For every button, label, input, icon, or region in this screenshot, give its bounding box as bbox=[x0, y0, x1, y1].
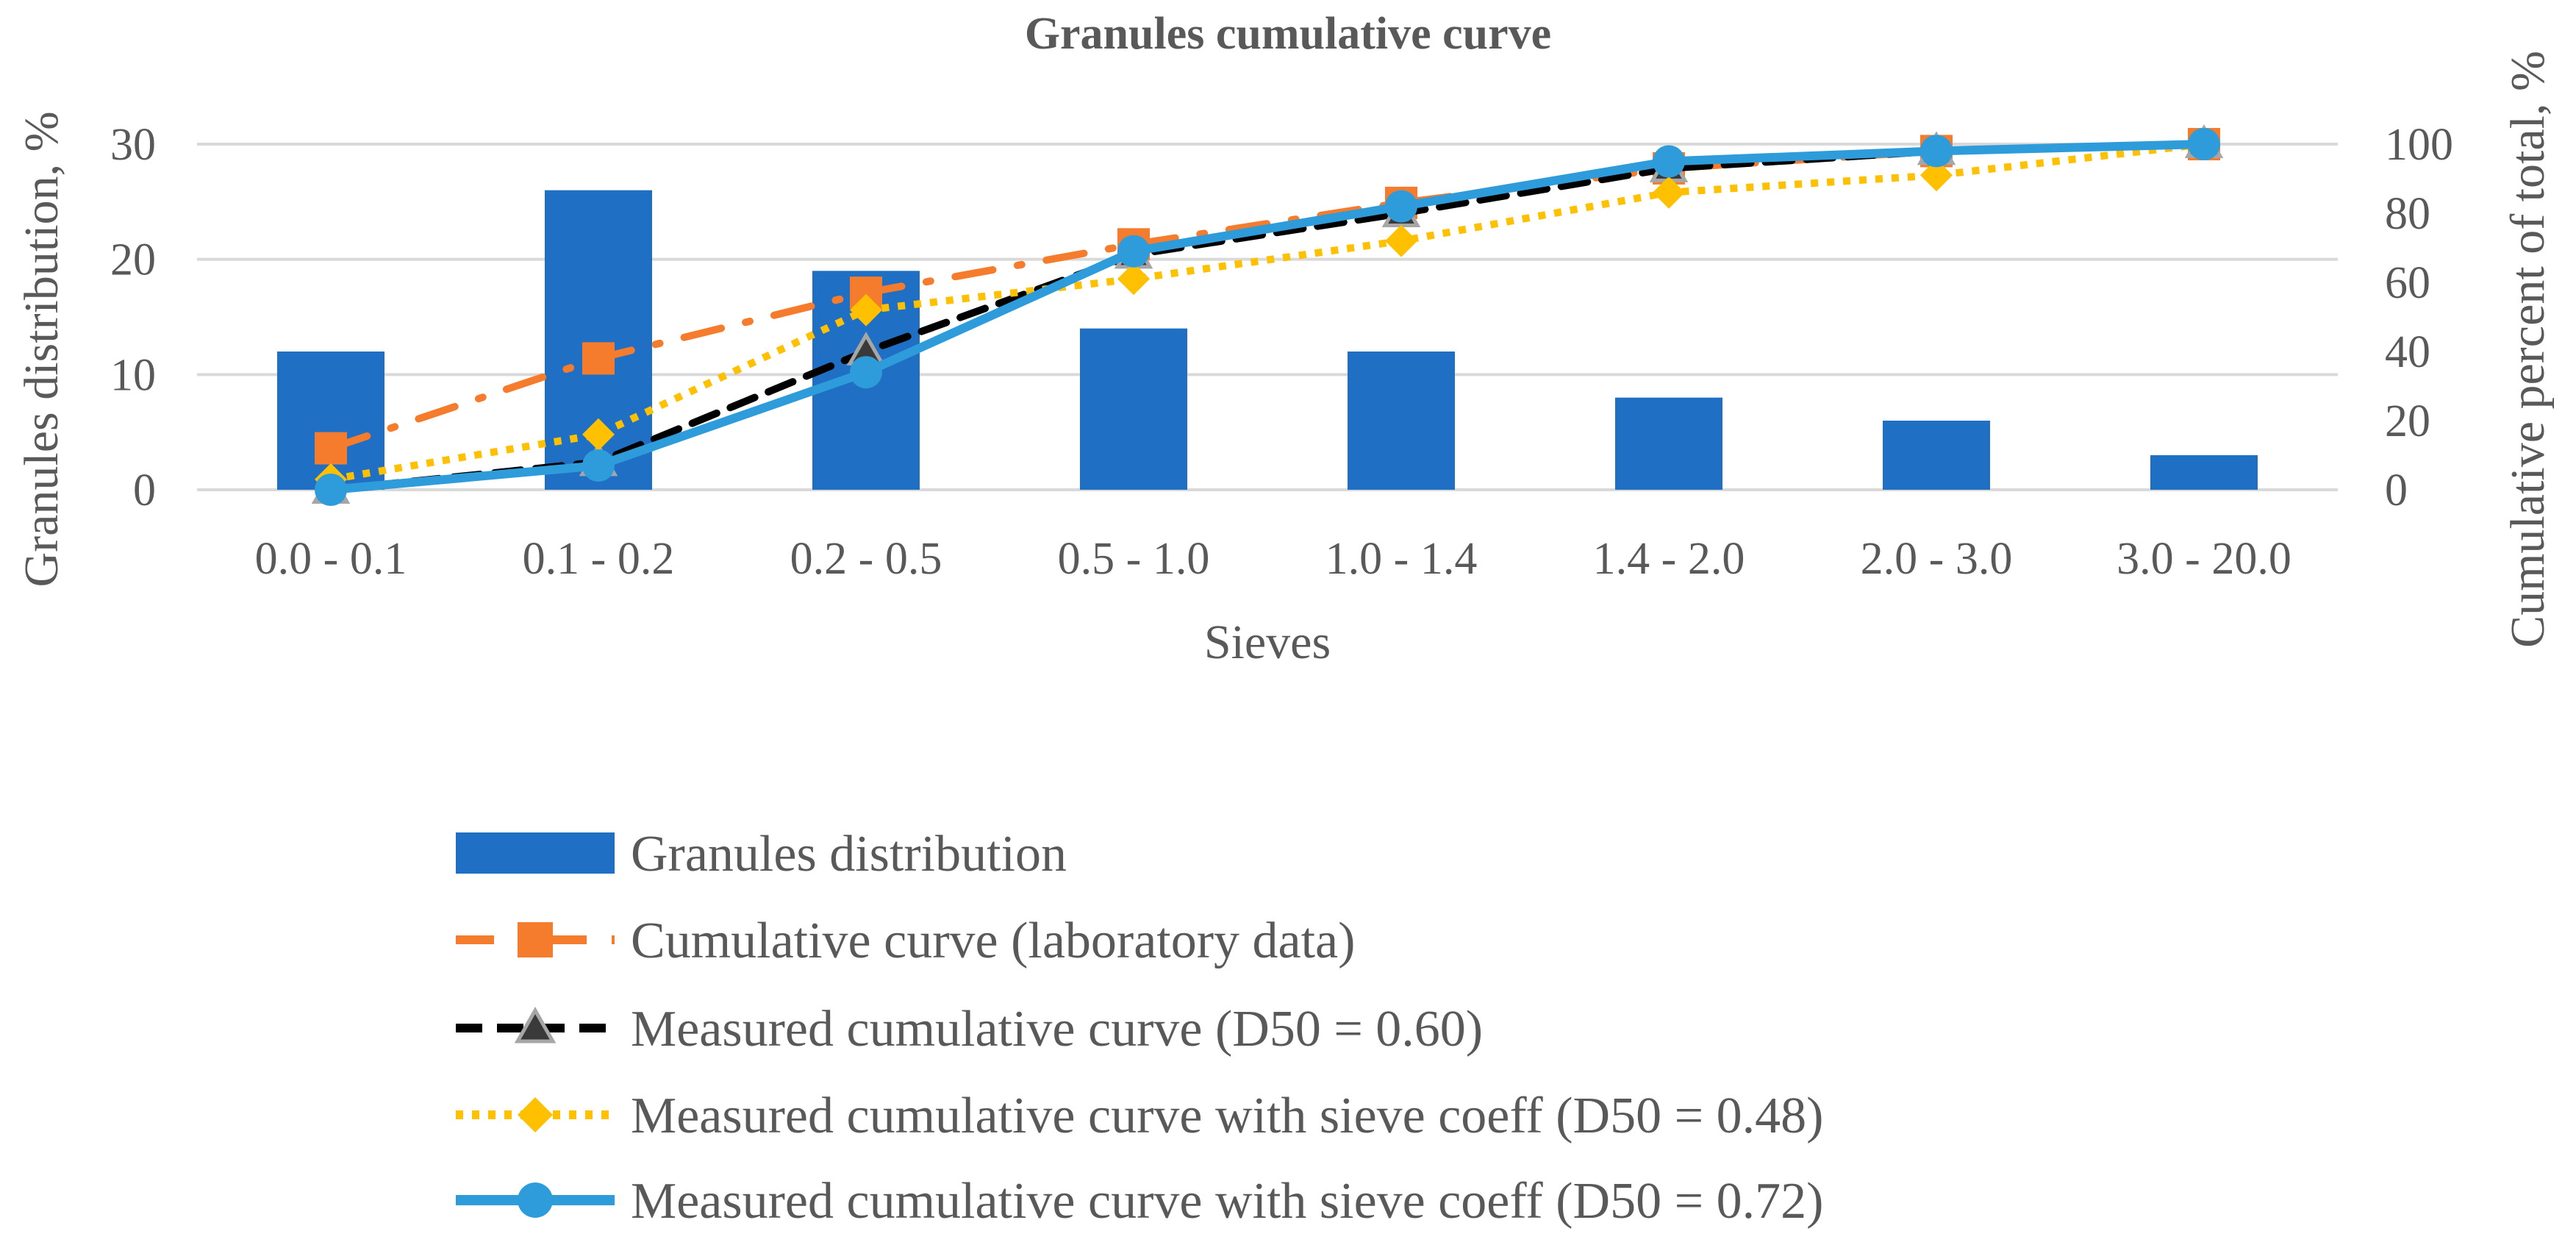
bar-series bbox=[277, 190, 2258, 490]
y-axis-right-title: Cumulative percent of total, % bbox=[2501, 51, 2555, 648]
y-left-tick-label: 20 bbox=[110, 235, 156, 285]
marker-diamond bbox=[518, 1097, 553, 1132]
bar bbox=[2150, 455, 2258, 490]
marker-circle bbox=[315, 474, 347, 506]
marker-circle bbox=[1385, 190, 1417, 223]
marker-circle bbox=[1653, 145, 1685, 178]
marker-circle bbox=[2188, 128, 2220, 160]
marker-circle bbox=[850, 356, 882, 389]
marker-diamond bbox=[1653, 176, 1685, 209]
x-tick-label: 0.2 - 0.5 bbox=[790, 534, 942, 584]
marker-square bbox=[582, 342, 615, 375]
legend-label: Cumulative curve (laboratory data) bbox=[631, 913, 1355, 969]
marker-diamond bbox=[1385, 224, 1417, 257]
series-line bbox=[330, 140, 2205, 483]
marker-circle bbox=[518, 1182, 553, 1218]
x-tick-label: 3.0 - 20.0 bbox=[2117, 534, 2291, 584]
x-tick-label: 0.1 - 0.2 bbox=[523, 534, 675, 584]
y-right-tick-label: 100 bbox=[2385, 120, 2453, 170]
marker-diamond bbox=[850, 293, 882, 327]
grid bbox=[197, 143, 2338, 491]
legend: Granules distribution Cumulative curve (l… bbox=[456, 826, 1823, 1230]
legend-swatch bbox=[456, 832, 615, 874]
line-series bbox=[311, 124, 2224, 506]
y-left-tick-label: 10 bbox=[110, 350, 156, 400]
series-line bbox=[326, 140, 2208, 494]
marker-square bbox=[315, 432, 347, 465]
marker-triangle bbox=[514, 1006, 557, 1044]
y-left-tick-label: 0 bbox=[133, 465, 156, 516]
y-right-tick-label: 40 bbox=[2385, 327, 2430, 377]
y-axis-left-title: Granules distribution, % bbox=[15, 111, 68, 587]
bar bbox=[1348, 352, 1455, 490]
y-right-tick-label: 0 bbox=[2385, 465, 2408, 516]
chart-title: Granules cumulative curve bbox=[1025, 9, 1551, 59]
marker-diamond bbox=[582, 418, 615, 451]
x-tick-label: 2.0 - 3.0 bbox=[1861, 534, 2013, 584]
legend-label: Measured cumulative curve with sieve coe… bbox=[631, 1173, 1823, 1230]
marker-diamond bbox=[1920, 159, 1953, 192]
x-tick-label: 1.0 - 1.4 bbox=[1325, 534, 1478, 584]
x-axis-title: Sieves bbox=[1204, 616, 1331, 669]
x-tick-label: 1.4 - 2.0 bbox=[1593, 534, 1745, 584]
bar bbox=[1615, 397, 1722, 490]
marker-square bbox=[518, 922, 553, 957]
legend-label: Granules distribution bbox=[631, 826, 1067, 882]
legend-label: Measured cumulative curve with sieve coe… bbox=[631, 1088, 1823, 1144]
y-right-tick-label: 60 bbox=[2385, 258, 2430, 308]
bar bbox=[1883, 421, 1990, 490]
y-left-tick-label: 30 bbox=[110, 120, 156, 170]
y-right-tick-label: 80 bbox=[2385, 189, 2430, 239]
marker-circle bbox=[1920, 135, 1953, 168]
marker-circle bbox=[582, 449, 615, 482]
marker-circle bbox=[1117, 235, 1150, 268]
y-right-tick-label: 20 bbox=[2385, 396, 2430, 446]
x-tick-label: 0.0 - 0.1 bbox=[255, 534, 407, 584]
bar bbox=[1080, 328, 1187, 490]
marker-diamond bbox=[1117, 263, 1150, 296]
legend-label: Measured cumulative curve (D50 = 0.60) bbox=[631, 1001, 1483, 1057]
axes: 0 10 20 30 0 20 40 60 80 100 0.0 - 0.1 0.1 - 0.2 0.2… bbox=[110, 120, 2453, 584]
x-tick-label: 0.5 - 1.0 bbox=[1058, 534, 1210, 584]
